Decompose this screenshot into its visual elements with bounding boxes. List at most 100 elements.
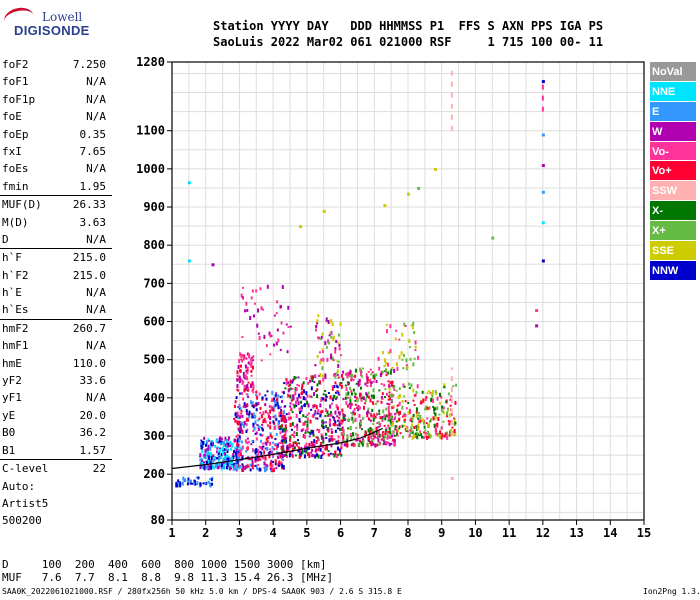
echo-point <box>416 384 419 389</box>
echo-point <box>316 394 319 399</box>
echo-point <box>324 421 327 424</box>
echo-point <box>241 445 244 450</box>
param-row: hmE 110.0 <box>0 355 112 372</box>
echo-point <box>248 457 251 460</box>
echo-point <box>306 413 309 416</box>
echo-point <box>186 482 189 486</box>
echo-point <box>434 412 437 417</box>
echo-point <box>417 427 420 431</box>
echo-point <box>262 456 265 460</box>
echo-point <box>339 322 342 327</box>
echo-point <box>294 441 297 445</box>
echo-point <box>385 374 388 377</box>
echo-point <box>244 465 247 470</box>
echo-point <box>293 375 296 380</box>
echo-point <box>295 413 298 418</box>
legend-item: X+ <box>650 221 696 242</box>
echo-point <box>310 408 313 411</box>
echo-point <box>348 371 351 376</box>
echo-point <box>256 423 259 426</box>
echo-point <box>265 467 268 471</box>
echo-point <box>216 457 219 460</box>
echo-point <box>342 413 345 416</box>
echo-point <box>255 289 258 293</box>
echo-point <box>370 442 373 447</box>
echo-point <box>273 397 276 402</box>
param-row: yF2 33.6 <box>0 372 112 389</box>
echo-point <box>370 427 373 432</box>
echo-point <box>214 444 217 448</box>
echo-point <box>237 417 240 420</box>
header-labels: Station YYYY DAY DDD HHMMSS P1 FFS S AXN… <box>213 19 604 33</box>
echo-point <box>239 369 242 373</box>
echo-point <box>316 436 319 440</box>
echo-point <box>423 419 426 423</box>
echo-point <box>251 401 254 406</box>
param-value: 22 <box>92 461 106 475</box>
echo-point <box>350 411 353 414</box>
echo-point <box>423 431 426 434</box>
echo-point <box>313 381 316 384</box>
echo-point <box>242 380 245 384</box>
echo-point <box>245 357 248 360</box>
echo-point <box>387 351 390 355</box>
echo-point <box>382 409 385 414</box>
echo-point <box>437 417 440 422</box>
echo-point <box>336 424 339 427</box>
echo-point <box>412 362 415 367</box>
echo-point <box>283 434 286 439</box>
echo-point <box>235 460 238 464</box>
echo-point <box>259 426 262 429</box>
echo-point <box>324 408 327 413</box>
echo-point <box>308 442 311 447</box>
echo-point <box>388 387 391 391</box>
echo-point <box>410 423 413 427</box>
echo-point <box>341 374 344 378</box>
echo-point <box>355 426 358 429</box>
echo-point <box>362 396 365 401</box>
footer-file-info: SAA0K_2022061021000.RSF / 280fx256h 50 k… <box>2 587 402 596</box>
echo-point <box>338 427 341 431</box>
echo-point <box>269 450 272 453</box>
echo-point <box>232 456 235 460</box>
echo-point <box>304 420 307 423</box>
echo-point <box>433 412 436 415</box>
echo-point <box>249 358 252 362</box>
echo-point <box>333 417 336 422</box>
param-row: B1 1.57 <box>0 442 112 459</box>
echo-point <box>491 236 495 240</box>
echo-point <box>308 435 311 438</box>
echo-point <box>212 454 215 458</box>
echo-point <box>251 289 254 293</box>
echo-point <box>370 394 373 398</box>
echo-point <box>427 390 430 393</box>
param-label: foE <box>2 110 22 124</box>
echo-point <box>354 412 357 416</box>
echo-point <box>382 437 385 440</box>
echo-point <box>377 429 380 434</box>
echo-point <box>315 417 318 420</box>
echo-point <box>283 382 286 385</box>
echo-point <box>220 464 223 467</box>
echo-point <box>322 350 325 354</box>
echo-point <box>205 460 208 465</box>
echo-point <box>274 437 277 440</box>
echo-point <box>261 426 264 430</box>
echo-point <box>207 459 210 464</box>
echo-point <box>240 293 243 298</box>
echo-point <box>372 388 375 393</box>
echo-point <box>264 465 267 469</box>
echo-point <box>367 407 370 411</box>
echo-point <box>261 446 264 451</box>
echo-point <box>199 482 202 485</box>
echo-point <box>257 451 260 456</box>
echo-point <box>396 366 399 371</box>
echo-point <box>236 420 239 425</box>
echo-point <box>373 413 376 418</box>
echo-point <box>296 397 299 402</box>
echo-point <box>388 426 391 429</box>
echo-point <box>380 383 383 386</box>
echo-point <box>414 340 417 345</box>
echo-point <box>339 448 342 452</box>
echo-point <box>390 435 393 438</box>
